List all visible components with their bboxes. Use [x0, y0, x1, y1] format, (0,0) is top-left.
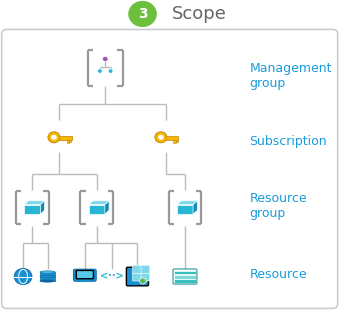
FancyBboxPatch shape	[76, 270, 93, 279]
Text: 3: 3	[138, 7, 147, 21]
Text: <··>: <··>	[100, 272, 124, 281]
Polygon shape	[193, 201, 197, 214]
Polygon shape	[24, 201, 44, 205]
Text: Resource
group: Resource group	[250, 192, 307, 220]
Circle shape	[129, 2, 156, 26]
Polygon shape	[24, 205, 40, 214]
Polygon shape	[89, 201, 109, 205]
FancyBboxPatch shape	[126, 267, 148, 286]
Text: Subscription: Subscription	[250, 135, 327, 148]
Polygon shape	[40, 272, 55, 281]
FancyBboxPatch shape	[174, 275, 196, 279]
Polygon shape	[66, 140, 69, 144]
FancyBboxPatch shape	[174, 279, 196, 283]
Circle shape	[51, 135, 57, 140]
Ellipse shape	[40, 275, 55, 278]
Circle shape	[155, 132, 167, 143]
Polygon shape	[176, 140, 178, 142]
Circle shape	[14, 268, 32, 285]
Text: Scope: Scope	[172, 5, 226, 23]
Circle shape	[108, 69, 113, 73]
Polygon shape	[177, 201, 197, 205]
FancyBboxPatch shape	[141, 265, 150, 273]
Polygon shape	[166, 136, 178, 140]
FancyBboxPatch shape	[133, 265, 141, 273]
FancyBboxPatch shape	[174, 271, 196, 274]
Circle shape	[139, 278, 146, 284]
Polygon shape	[40, 201, 44, 214]
Circle shape	[97, 69, 102, 73]
Circle shape	[158, 135, 164, 140]
Circle shape	[48, 132, 60, 143]
Polygon shape	[69, 140, 71, 142]
Text: Resource: Resource	[250, 268, 307, 281]
FancyBboxPatch shape	[2, 29, 338, 308]
Polygon shape	[177, 205, 193, 214]
FancyBboxPatch shape	[74, 269, 96, 281]
Circle shape	[102, 56, 108, 62]
Polygon shape	[173, 140, 176, 144]
Polygon shape	[59, 136, 71, 140]
FancyBboxPatch shape	[141, 273, 150, 281]
Polygon shape	[89, 205, 105, 214]
Polygon shape	[105, 201, 109, 214]
Ellipse shape	[40, 271, 55, 273]
Text: Management
group: Management group	[250, 62, 332, 90]
Ellipse shape	[40, 280, 55, 282]
FancyBboxPatch shape	[133, 273, 141, 281]
